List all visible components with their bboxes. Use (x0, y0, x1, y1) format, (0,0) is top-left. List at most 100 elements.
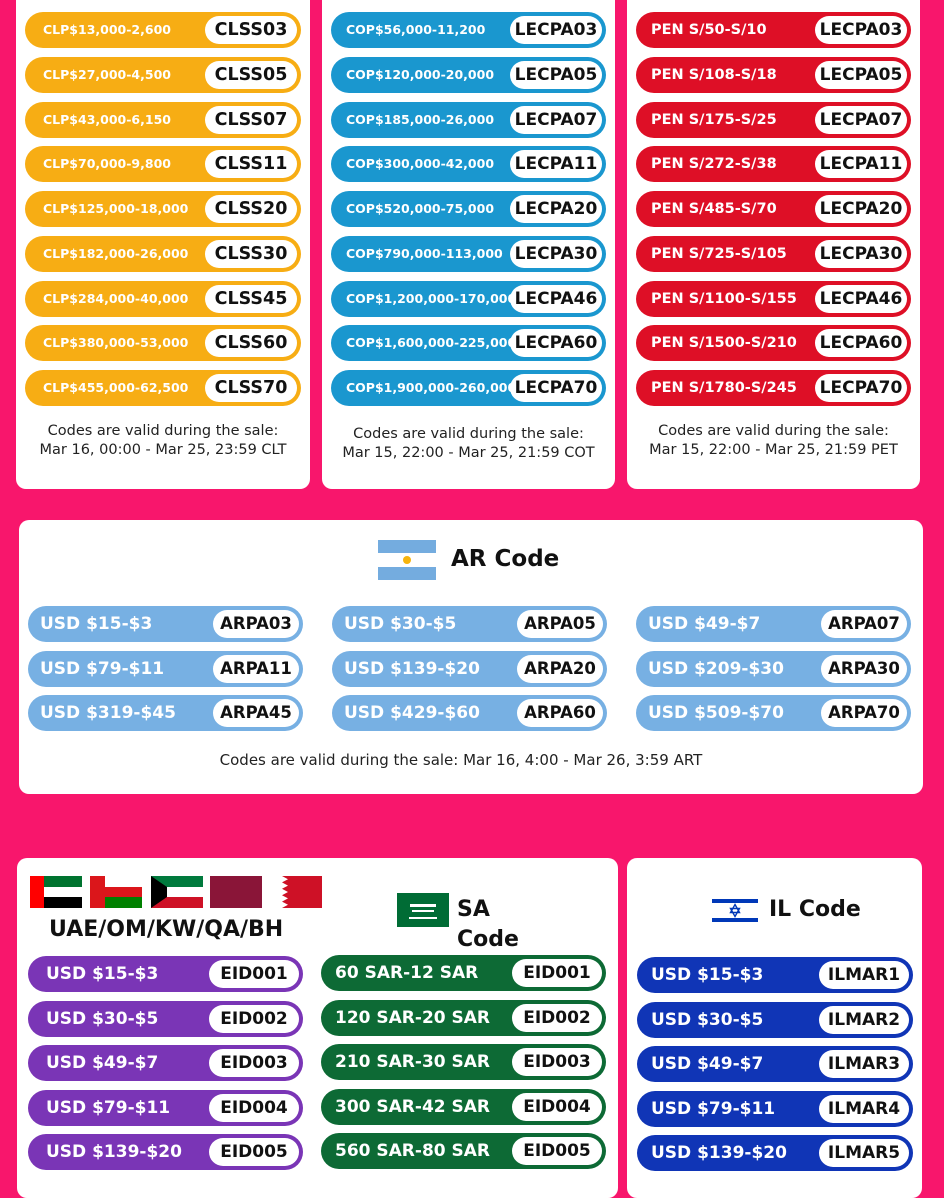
pe-coupon-row[interactable]: PEN S/485-S/70 LECPA20 (636, 191, 911, 227)
ar-coupon-row[interactable]: USD $79-$11 ARPA11 (28, 650, 303, 687)
pe-code-badge[interactable]: LECPA07 (815, 105, 907, 134)
co-code-badge[interactable]: LECPA46 (510, 284, 602, 313)
gulf-code-badge[interactable]: EID005 (209, 1138, 299, 1166)
pe-code-badge[interactable]: LECPA03 (815, 16, 907, 44)
cl-code-badge[interactable]: CLSS05 (205, 60, 297, 89)
ar-code-badge[interactable]: ARPA70 (821, 699, 907, 727)
ar-coupon-row[interactable]: USD $319-$45 ARPA45 (28, 695, 303, 731)
cl-code-badge[interactable]: CLSS60 (205, 329, 297, 358)
cl-code-badge[interactable]: CLSS03 (205, 16, 297, 44)
cl-coupon-row[interactable]: CLP$43,000-6,150 CLSS07 (25, 101, 301, 138)
sa-coupon-row[interactable]: 300 SAR-42 SAR EID004 (321, 1088, 606, 1125)
cl-coupon-row[interactable]: CLP$284,000-40,000 CLSS45 (25, 280, 301, 317)
co-coupon-row[interactable]: COP$120,000-20,000 LECPA05 (331, 56, 606, 93)
gulf-coupon-row[interactable]: USD $49-$7 EID003 (28, 1045, 303, 1081)
cl-coupon-row[interactable]: CLP$13,000-2,600 CLSS03 (25, 12, 301, 48)
co-coupon-row[interactable]: COP$1,200,000-170,000 LECPA46 (331, 280, 606, 317)
gulf-coupon-row[interactable]: USD $15-$3 EID001 (28, 956, 303, 992)
co-code-badge[interactable]: LECPA60 (510, 329, 602, 358)
sa-code-badge[interactable]: EID004 (512, 1092, 602, 1121)
il-coupon-row[interactable]: USD $79-$11 ILMAR4 (637, 1090, 913, 1127)
ar-coupon-row[interactable]: USD $49-$7 ARPA07 (636, 606, 911, 642)
co-code-badge[interactable]: LECPA07 (510, 105, 602, 134)
co-code-badge[interactable]: LECPA11 (510, 150, 602, 179)
pe-coupon-row[interactable]: PEN S/50-S/10 LECPA03 (636, 12, 911, 48)
gulf-code-badge[interactable]: EID004 (209, 1093, 299, 1122)
gulf-code-badge[interactable]: EID003 (209, 1049, 299, 1077)
co-code-badge[interactable]: LECPA03 (510, 16, 602, 44)
ar-coupon-row[interactable]: USD $15-$3 ARPA03 (28, 606, 303, 642)
co-coupon-row[interactable]: COP$1,900,000-260,000 LECPA70 (331, 370, 606, 406)
co-coupon-row[interactable]: COP$520,000-75,000 LECPA20 (331, 191, 606, 227)
ar-coupon-row[interactable]: USD $509-$70 ARPA70 (636, 695, 911, 731)
pe-code-badge[interactable]: LECPA60 (815, 329, 907, 358)
ar-coupon-row[interactable]: USD $209-$30 ARPA30 (636, 650, 911, 687)
cl-coupon-row[interactable]: CLP$125,000-18,000 CLSS20 (25, 191, 301, 227)
ar-code-badge[interactable]: ARPA20 (517, 654, 603, 683)
pe-coupon-row[interactable]: PEN S/1780-S/245 LECPA70 (636, 370, 911, 406)
cl-code-badge[interactable]: CLSS30 (205, 239, 297, 268)
gulf-code-badge[interactable]: EID002 (209, 1004, 299, 1033)
co-coupon-row[interactable]: COP$300,000-42,000 LECPA11 (331, 146, 606, 183)
pe-coupon-row[interactable]: PEN S/175-S/25 LECPA07 (636, 101, 911, 138)
pe-code-badge[interactable]: LECPA20 (815, 195, 907, 223)
ar-code-badge[interactable]: ARPA03 (213, 610, 299, 638)
co-code-badge[interactable]: LECPA20 (510, 195, 602, 223)
il-coupon-row[interactable]: USD $139-$20 ILMAR5 (637, 1135, 913, 1171)
ar-code-badge[interactable]: ARPA11 (213, 654, 299, 683)
il-code-badge[interactable]: ILMAR1 (819, 961, 909, 989)
pe-coupon-row[interactable]: PEN S/272-S/38 LECPA11 (636, 146, 911, 183)
il-code-badge[interactable]: ILMAR4 (819, 1094, 909, 1123)
sa-code-badge[interactable]: EID003 (512, 1048, 602, 1076)
pe-code-badge[interactable]: LECPA30 (815, 239, 907, 268)
gulf-coupon-row[interactable]: USD $79-$11 EID004 (28, 1089, 303, 1126)
sa-code-badge[interactable]: EID001 (512, 959, 602, 987)
co-code-badge[interactable]: LECPA70 (510, 374, 602, 402)
sa-coupon-row[interactable]: 560 SAR-80 SAR EID005 (321, 1133, 606, 1169)
gulf-coupon-row[interactable]: USD $139-$20 EID005 (28, 1134, 303, 1170)
sa-coupon-row[interactable]: 60 SAR-12 SAR EID001 (321, 955, 606, 991)
sa-coupon-row[interactable]: 210 SAR-30 SAR EID003 (321, 1044, 606, 1080)
ar-coupon-row[interactable]: USD $30-$5 ARPA05 (332, 606, 607, 642)
ar-code-badge[interactable]: ARPA60 (517, 699, 603, 727)
pe-coupon-row[interactable]: PEN S/1500-S/210 LECPA60 (636, 325, 911, 362)
sa-code-badge[interactable]: EID002 (512, 1003, 602, 1032)
il-coupon-row[interactable]: USD $15-$3 ILMAR1 (637, 957, 913, 993)
cl-code-badge[interactable]: CLSS45 (205, 284, 297, 313)
cl-coupon-row[interactable]: CLP$380,000-53,000 CLSS60 (25, 325, 301, 362)
ar-code-badge[interactable]: ARPA07 (821, 610, 907, 638)
il-code-badge[interactable]: ILMAR5 (819, 1139, 909, 1167)
pe-coupon-row[interactable]: PEN S/108-S/18 LECPA05 (636, 56, 911, 93)
co-coupon-row[interactable]: COP$56,000-11,200 LECPA03 (331, 12, 606, 48)
cl-coupon-row[interactable]: CLP$182,000-26,000 CLSS30 (25, 235, 301, 272)
pe-coupon-row[interactable]: PEN S/725-S/105 LECPA30 (636, 235, 911, 272)
il-code-badge[interactable]: ILMAR3 (819, 1050, 909, 1078)
co-coupon-row[interactable]: COP$185,000-26,000 LECPA07 (331, 101, 606, 138)
cl-code-badge[interactable]: CLSS70 (205, 374, 297, 402)
ar-code-badge[interactable]: ARPA30 (821, 654, 907, 683)
il-coupon-row[interactable]: USD $30-$5 ILMAR2 (637, 1001, 913, 1038)
pe-coupon-row[interactable]: PEN S/1100-S/155 LECPA46 (636, 280, 911, 317)
ar-code-badge[interactable]: ARPA45 (213, 699, 299, 727)
pe-code-badge[interactable]: LECPA46 (815, 284, 907, 313)
gulf-coupon-row[interactable]: USD $30-$5 EID002 (28, 1000, 303, 1037)
gulf-code-badge[interactable]: EID001 (209, 960, 299, 988)
pe-code-badge[interactable]: LECPA11 (815, 150, 907, 179)
cl-coupon-row[interactable]: CLP$27,000-4,500 CLSS05 (25, 56, 301, 93)
ar-coupon-row[interactable]: USD $139-$20 ARPA20 (332, 650, 607, 687)
pe-code-badge[interactable]: LECPA70 (815, 374, 907, 402)
ar-code-badge[interactable]: ARPA05 (517, 610, 603, 638)
cl-code-badge[interactable]: CLSS11 (205, 150, 297, 179)
cl-code-badge[interactable]: CLSS20 (205, 195, 297, 223)
sa-code-badge[interactable]: EID005 (512, 1137, 602, 1165)
ar-coupon-row[interactable]: USD $429-$60 ARPA60 (332, 695, 607, 731)
co-coupon-row[interactable]: COP$790,000-113,000 LECPA30 (331, 235, 606, 272)
cl-coupon-row[interactable]: CLP$455,000-62,500 CLSS70 (25, 370, 301, 406)
cl-coupon-row[interactable]: CLP$70,000-9,800 CLSS11 (25, 146, 301, 183)
il-coupon-row[interactable]: USD $49-$7 ILMAR3 (637, 1046, 913, 1082)
sa-coupon-row[interactable]: 120 SAR-20 SAR EID002 (321, 999, 606, 1036)
co-coupon-row[interactable]: COP$1,600,000-225,000 LECPA60 (331, 325, 606, 362)
pe-code-badge[interactable]: LECPA05 (815, 60, 907, 89)
co-code-badge[interactable]: LECPA30 (510, 239, 602, 268)
cl-code-badge[interactable]: CLSS07 (205, 105, 297, 134)
